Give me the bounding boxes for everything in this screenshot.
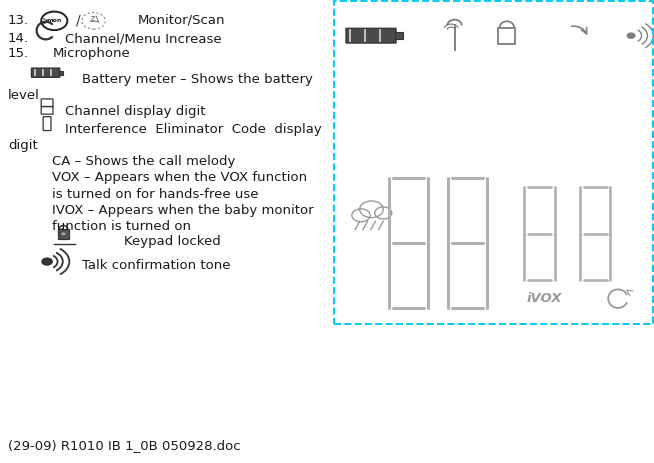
Text: z: z — [89, 14, 94, 24]
Circle shape — [41, 257, 53, 266]
Text: level: level — [8, 89, 40, 102]
Text: Keypad locked: Keypad locked — [124, 235, 221, 248]
Text: VOX – Appears when the VOX function: VOX – Appears when the VOX function — [52, 171, 307, 184]
Text: Channel/Menu Increase: Channel/Menu Increase — [65, 32, 222, 45]
Circle shape — [627, 32, 636, 39]
Text: Channel display digit: Channel display digit — [65, 105, 206, 118]
Text: Battery meter – Shows the battery: Battery meter – Shows the battery — [82, 73, 313, 86]
Text: function is turned on: function is turned on — [52, 220, 192, 233]
Text: (29-09) R1010 IB 1_0B 050928.doc: (29-09) R1010 IB 1_0B 050928.doc — [8, 439, 241, 452]
Text: is turned on for hands-free use: is turned on for hands-free use — [52, 188, 259, 200]
Text: iVOX: iVOX — [526, 292, 562, 305]
Text: Talk confirmation tone: Talk confirmation tone — [82, 259, 230, 272]
Bar — [334, 1, 653, 324]
Text: Monitor/Scan: Monitor/Scan — [137, 14, 225, 27]
Text: Interference  Eliminator  Code  display: Interference Eliminator Code display — [65, 123, 322, 136]
Text: /: / — [76, 14, 80, 28]
Text: IVOX – Appears when the baby monitor: IVOX – Appears when the baby monitor — [52, 204, 314, 217]
FancyBboxPatch shape — [31, 68, 60, 77]
Text: Microphone: Microphone — [52, 47, 130, 60]
Bar — [498, 28, 515, 44]
FancyBboxPatch shape — [346, 28, 396, 43]
Bar — [396, 32, 403, 39]
Text: 15.: 15. — [8, 47, 29, 60]
Circle shape — [61, 232, 66, 236]
Bar — [58, 229, 69, 239]
Text: CA – Shows the call melody: CA – Shows the call melody — [52, 155, 235, 168]
Bar — [59, 70, 63, 75]
Text: mon: mon — [46, 18, 62, 23]
Text: 13.: 13. — [8, 14, 29, 27]
Text: digit: digit — [8, 139, 37, 152]
Text: 14.: 14. — [8, 32, 29, 45]
